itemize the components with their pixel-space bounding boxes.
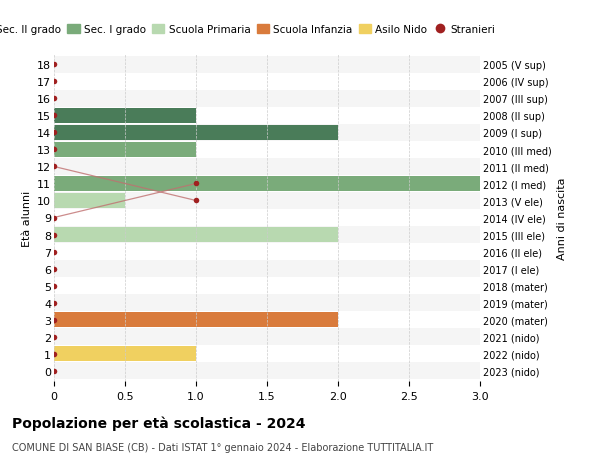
Bar [54,74,480,91]
Bar [54,143,196,157]
Text: Popolazione per età scolastica - 2024: Popolazione per età scolastica - 2024 [12,415,305,430]
Bar [54,243,480,260]
Bar [54,193,480,210]
Y-axis label: Età alunni: Età alunni [22,190,32,246]
Bar [54,210,480,226]
Bar [54,228,338,242]
Bar [54,311,480,328]
Bar [54,125,480,142]
Bar [54,328,480,345]
Bar [54,57,480,74]
Bar [54,194,125,208]
Bar [54,142,480,159]
Bar [54,313,338,327]
Bar [54,109,196,123]
Text: COMUNE DI SAN BIASE (CB) - Dati ISTAT 1° gennaio 2024 - Elaborazione TUTTITALIA.: COMUNE DI SAN BIASE (CB) - Dati ISTAT 1°… [12,442,433,452]
Bar [54,126,338,140]
Bar [54,345,480,362]
Bar [54,362,480,379]
Bar [54,177,480,191]
Bar [54,226,480,243]
Bar [54,159,480,176]
Bar [54,260,480,277]
Bar [54,294,480,311]
Bar [54,91,480,108]
Y-axis label: Anni di nascita: Anni di nascita [557,177,567,259]
Bar [54,347,196,361]
Bar [54,108,480,125]
Bar [54,176,480,193]
Legend: Sec. II grado, Sec. I grado, Scuola Primaria, Scuola Infanzia, Asilo Nido, Stran: Sec. II grado, Sec. I grado, Scuola Prim… [0,21,499,39]
Bar [54,277,480,294]
